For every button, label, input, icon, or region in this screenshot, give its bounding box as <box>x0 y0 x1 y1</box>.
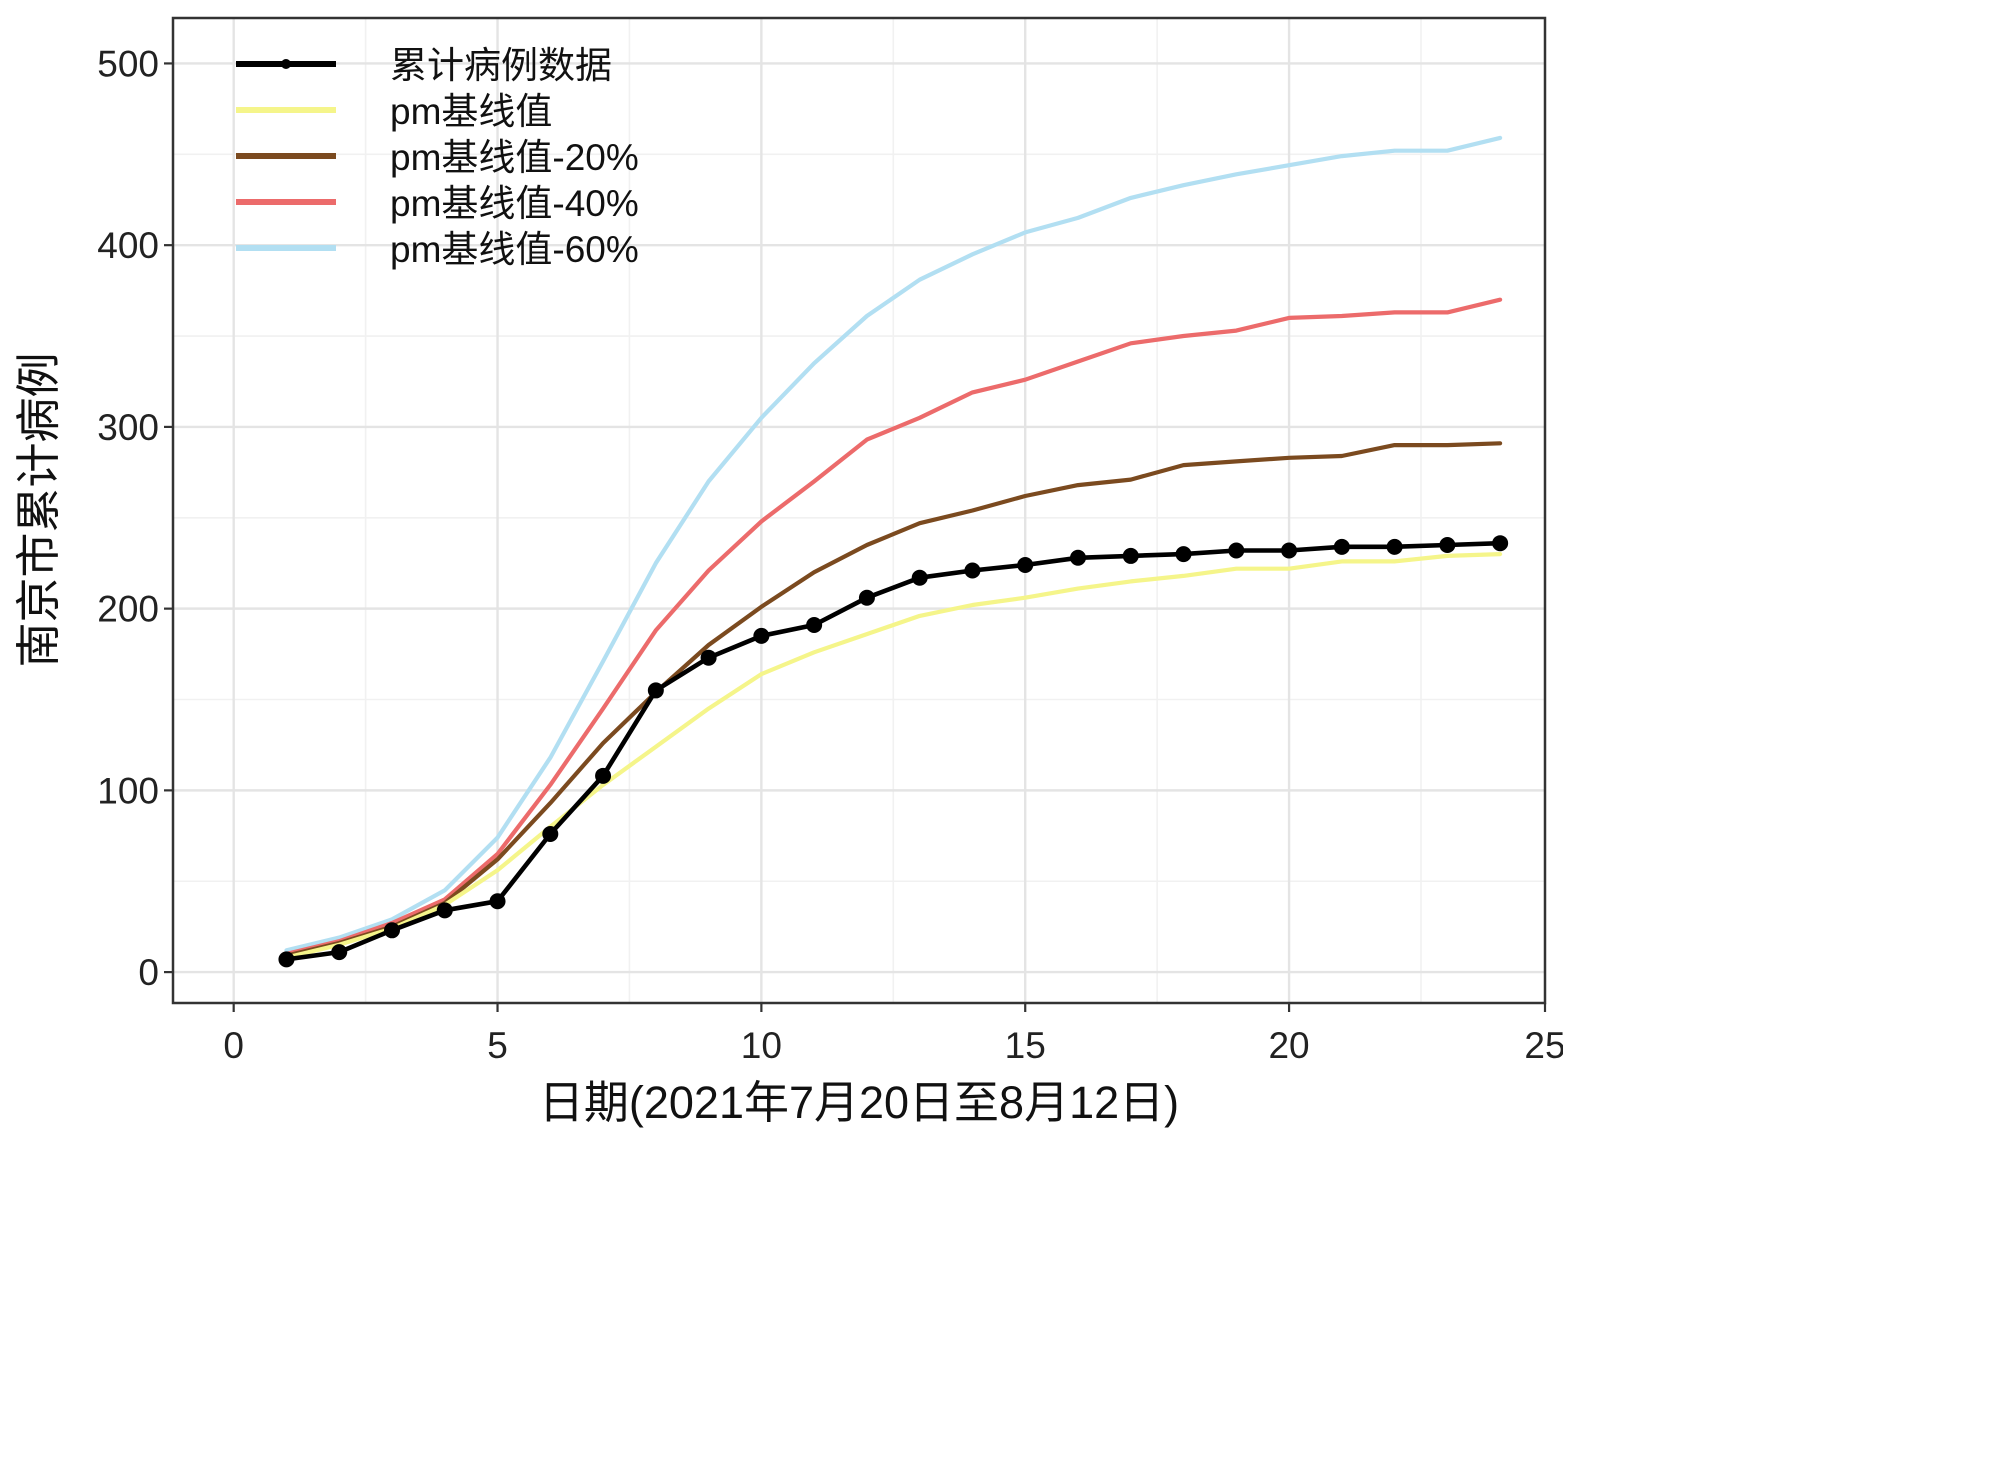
data-point <box>1386 538 1403 555</box>
legend-label-5: pm基线值-60% <box>390 229 639 270</box>
y-tick-label: 100 <box>97 770 159 811</box>
data-point <box>1122 547 1139 564</box>
x-axis-title: 日期(2021年7月20日至8月12日) <box>539 1077 1179 1128</box>
y-tick-label: 200 <box>97 589 159 630</box>
data-point <box>1175 546 1192 563</box>
data-point <box>595 767 612 784</box>
x-tick-label: 5 <box>487 1025 508 1066</box>
series-group <box>278 135 1509 968</box>
data-point <box>753 627 770 644</box>
data-point <box>489 893 506 910</box>
data-point <box>331 944 348 961</box>
y-tick-label: 500 <box>97 43 159 84</box>
data-point <box>383 922 400 939</box>
x-tick-label: 25 <box>1524 1025 1563 1066</box>
y-axis-title: 南京市累计病例 <box>13 352 64 667</box>
chart: 0 5 10 15 20 25 0 100 200 300 400 500 累计病例数据 pm基线值 pm… <box>13 16 1566 1128</box>
data-point <box>1281 542 1298 559</box>
x-tick-label: 20 <box>1268 1025 1309 1066</box>
series-line-5 <box>284 135 1503 953</box>
y-tick-label: 400 <box>97 225 159 266</box>
series-line-4 <box>284 297 1503 957</box>
axes: 0 5 10 15 20 25 0 100 200 300 400 500 <box>97 43 1565 1066</box>
x-tick-label: 10 <box>741 1025 782 1066</box>
data-point <box>1228 542 1245 559</box>
legend-label-4: pm基线值-40% <box>390 183 639 224</box>
plot-panel-border <box>171 16 1547 1005</box>
data-point <box>911 569 928 586</box>
legend-key-marker <box>281 59 291 69</box>
data-point <box>1069 549 1086 566</box>
data-point <box>964 562 981 579</box>
data-point <box>806 616 823 633</box>
data-point <box>542 825 559 842</box>
data-point <box>1333 538 1350 555</box>
grid <box>173 18 1545 1003</box>
legend-label-1: 累计病例数据 <box>390 45 612 86</box>
series-line-3 <box>284 441 1503 958</box>
data-point <box>1439 537 1456 554</box>
data-point <box>1017 557 1034 574</box>
data-point <box>436 902 453 919</box>
legend-label-2: pm基线值 <box>390 91 552 132</box>
plot-panel-background <box>173 18 1545 1003</box>
y-tick-label: 300 <box>97 407 159 448</box>
y-tick-label: 0 <box>138 952 159 993</box>
data-point <box>278 951 295 968</box>
data-point <box>858 589 875 606</box>
legend: 累计病例数据 pm基线值 pm基线值-20% pm基线值-40% pm基线值-60% <box>236 45 639 270</box>
data-point <box>700 649 717 666</box>
series-line-1 <box>284 540 1503 962</box>
legend-label-3: pm基线值-20% <box>390 137 639 178</box>
data-point <box>1492 535 1509 552</box>
x-tick-label: 15 <box>1005 1025 1046 1066</box>
x-tick-label: 0 <box>223 1025 244 1066</box>
line-chart: 0 5 10 15 20 25 0 100 200 300 400 500 累计病例数据 pm基线值 pm… <box>13 16 1566 1128</box>
data-point <box>647 682 664 699</box>
series-line-2 <box>284 551 1503 960</box>
